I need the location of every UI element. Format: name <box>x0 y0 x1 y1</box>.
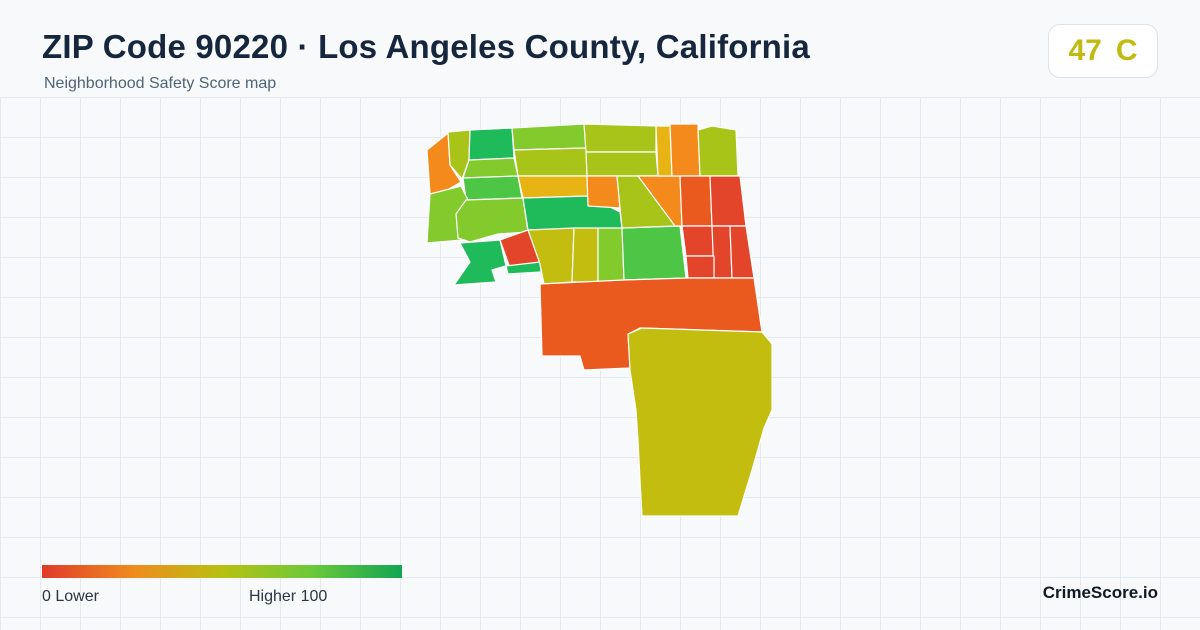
page-title: ZIP Code 90220 · Los Angeles County, Cal… <box>42 28 810 65</box>
header: ZIP Code 90220 · Los Angeles County, Cal… <box>0 0 1200 97</box>
map-region <box>669 123 701 177</box>
map-region <box>729 225 755 279</box>
map-region <box>513 147 588 177</box>
map-region <box>627 327 773 517</box>
legend-gradient-bar <box>42 565 402 578</box>
legend-min-label: 0 Lower <box>42 588 99 605</box>
map-region <box>462 157 519 179</box>
page-subtitle: Neighborhood Safety Score map <box>44 75 277 92</box>
map-region <box>709 175 747 227</box>
map-region <box>655 125 673 177</box>
map-region <box>685 255 715 279</box>
map-region <box>583 123 657 153</box>
map-region <box>585 151 659 177</box>
map-region <box>586 175 621 209</box>
legend-max-label: Higher 100 <box>249 588 328 605</box>
map-region <box>681 225 715 257</box>
map-region <box>597 227 625 283</box>
map-region <box>517 175 589 199</box>
map-region <box>511 123 587 151</box>
score-grade: C <box>1115 34 1138 67</box>
map-region <box>621 225 687 281</box>
map-region <box>697 125 739 177</box>
map-region <box>571 227 599 283</box>
map-region <box>462 175 523 201</box>
map-region <box>453 239 507 286</box>
map-region <box>468 127 515 161</box>
map-region <box>711 225 733 279</box>
score-value: 47 <box>1068 34 1102 67</box>
score-badge: 47 C <box>1048 24 1158 78</box>
brand-logo-text: CrimeScore.io <box>1042 583 1158 602</box>
map-region <box>679 175 713 227</box>
